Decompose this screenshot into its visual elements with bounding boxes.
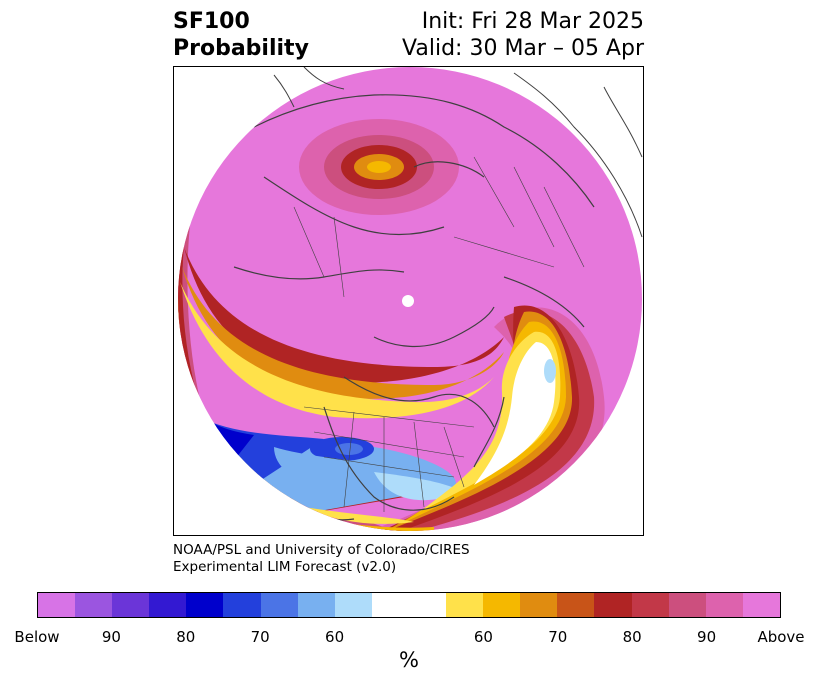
colorbar-cell <box>297 593 335 617</box>
colorbar-cell <box>705 593 743 617</box>
map-svg <box>178 67 643 531</box>
colorbar-cell <box>186 593 224 617</box>
colorbar-tick-label: 80 <box>622 628 642 646</box>
product-title-line2: Probability <box>173 36 309 61</box>
colorbar-tick-label: 70 <box>548 628 568 646</box>
colorbar-cell <box>408 593 447 617</box>
colorbar-cell <box>260 593 298 617</box>
colorbar-unit: % <box>399 648 419 672</box>
product-title-line1: SF100 <box>173 9 250 34</box>
colorbar-cell <box>446 593 484 617</box>
colorbar-tick-label: 90 <box>697 628 717 646</box>
colorbar-cell <box>371 593 409 617</box>
valid-dates: Valid: 30 Mar – 05 Apr <box>402 36 644 61</box>
colorbar-cell <box>742 593 780 617</box>
colorbar-cell <box>668 593 706 617</box>
colorbar-tick-label: 60 <box>325 628 345 646</box>
colorbar-tick-label: Above <box>757 628 805 646</box>
colorbar-cell <box>223 593 261 617</box>
colorbar-tick-label: 80 <box>176 628 196 646</box>
colorbar-cell <box>631 593 669 617</box>
colorbar-tick-label: Below <box>14 628 60 646</box>
frame-outside-coastlines <box>273 67 643 238</box>
credit-line2: Experimental LIM Forecast (v2.0) <box>173 559 397 575</box>
colorbar-cell <box>483 593 521 617</box>
colorbar-cell <box>75 593 113 617</box>
colorbar-cell <box>520 593 558 617</box>
probability-field <box>178 67 642 531</box>
colorbar-cell <box>112 593 150 617</box>
init-date: Init: Fri 28 Mar 2025 <box>421 9 644 34</box>
colorbar-cell <box>149 593 187 617</box>
probability-map <box>173 66 644 536</box>
colorbar-tick-label: 90 <box>101 628 121 646</box>
colorbar-cell <box>594 593 632 617</box>
product-title: SF100 Probability <box>173 8 309 62</box>
credit-line1: NOAA/PSL and University of Colorado/CIRE… <box>173 542 470 558</box>
credit-text: NOAA/PSL and University of Colorado/CIRE… <box>173 542 470 576</box>
colorbar-cell <box>557 593 595 617</box>
colorbar-cell <box>334 593 372 617</box>
colorbar-cell <box>38 593 76 617</box>
colorbar-tick-label: 60 <box>473 628 493 646</box>
forecast-dates: Init: Fri 28 Mar 2025 Valid: 30 Mar – 05… <box>402 8 644 62</box>
colorbar-tick-label: 70 <box>250 628 270 646</box>
colorbar <box>37 592 781 618</box>
